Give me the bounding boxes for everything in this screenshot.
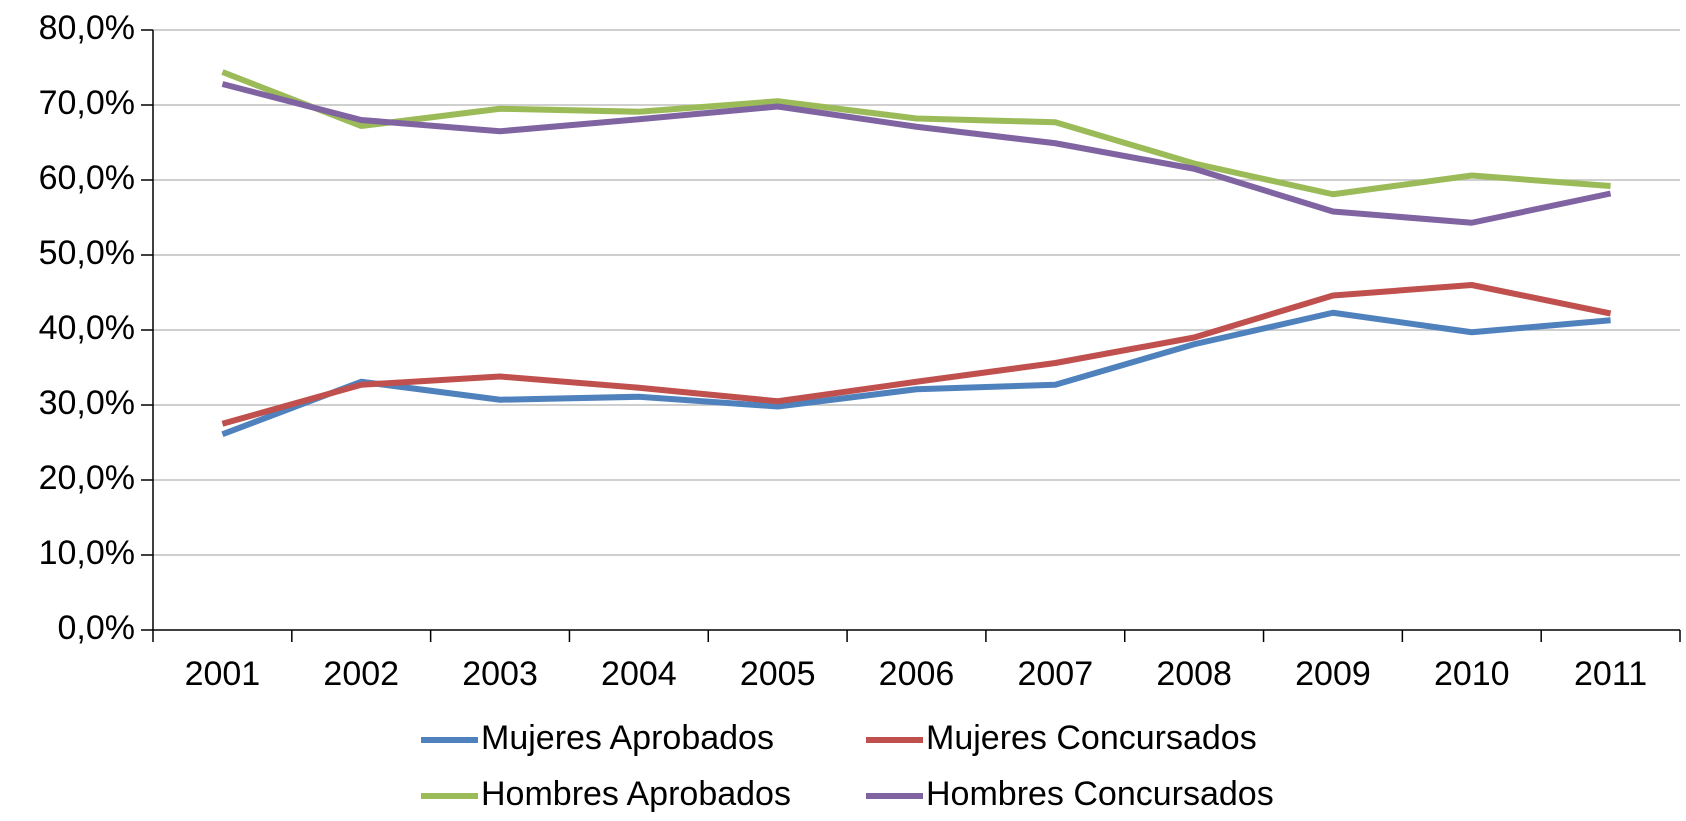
x-tick-label: 2010 [1434,655,1510,693]
series-line [221,282,1612,427]
series-line [221,309,1611,438]
x-tick-label: 2004 [601,655,677,693]
y-tick-label: 20,0% [39,459,135,497]
x-tick-label: 2003 [462,655,538,693]
y-tick-label: 30,0% [39,384,135,422]
series-line [221,69,1611,198]
y-tick-label: 80,0% [39,9,135,47]
x-tick-label: 2002 [323,655,399,693]
legend-label: Mujeres Aprobados [481,719,774,757]
legend-label: Mujeres Concursados [926,719,1257,757]
x-tick-label: 2007 [1017,655,1093,693]
x-tick-label: 2005 [740,655,816,693]
y-tick-label: 0,0% [58,609,136,647]
y-tick-label: 10,0% [39,534,135,572]
legend-label: Hombres Aprobados [481,775,791,813]
x-tick-label: 2001 [185,655,261,693]
x-tick-label: 2011 [1574,655,1647,693]
y-tick-label: 50,0% [39,234,135,272]
y-tick-label: 70,0% [39,84,135,122]
legend-label: Hombres Concursados [926,775,1274,813]
x-tick-label: 2008 [1156,655,1232,693]
y-tick-label: 40,0% [39,309,135,347]
x-tick-label: 2006 [879,655,955,693]
x-tick-label: 2009 [1295,655,1371,693]
y-tick-label: 60,0% [39,159,135,197]
series-line [221,81,1612,226]
